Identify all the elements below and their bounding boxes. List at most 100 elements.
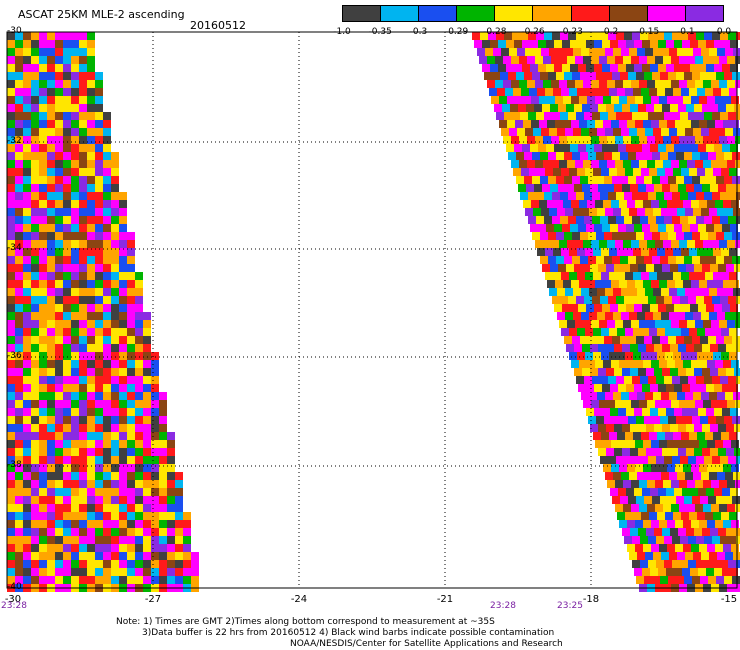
swath-cell [586, 40, 594, 48]
swath-cell [715, 120, 723, 128]
swath-cell [95, 488, 103, 496]
swath-cell [582, 264, 590, 272]
swath-cell [705, 512, 713, 520]
swath-cell [619, 464, 627, 472]
swath-cell [509, 128, 517, 136]
swath-cell [617, 352, 625, 360]
swath-cell [47, 472, 55, 480]
swath-cell [667, 544, 675, 552]
swath-cell [569, 168, 577, 176]
swath-cell [618, 224, 626, 232]
swath-cell [47, 552, 55, 560]
swath-cell [103, 360, 111, 368]
swath-cell [670, 184, 678, 192]
swath-cell [588, 416, 596, 424]
swath-cell [661, 128, 669, 136]
swath-cell [718, 344, 726, 352]
swath-cell [632, 216, 640, 224]
swath-cell [552, 32, 560, 40]
swath-cell [23, 224, 31, 232]
swath-cell [638, 424, 646, 432]
swath-cell [705, 432, 713, 440]
swath-cell [47, 192, 55, 200]
swath-cell [87, 224, 95, 232]
swath-cell [655, 320, 663, 328]
swath-cell [127, 312, 135, 320]
swath-cell [39, 352, 47, 360]
swath-cell [635, 544, 643, 552]
swath-cell [582, 368, 590, 376]
swath-cell [583, 400, 591, 408]
swath-cell [39, 312, 47, 320]
swath-cell [135, 536, 143, 544]
swath-cell [722, 488, 730, 496]
swath-cell [480, 32, 488, 40]
swath-cell [135, 440, 143, 448]
swath-cell [560, 296, 568, 304]
swath-cell [606, 104, 614, 112]
swath-cell [706, 408, 714, 416]
swath-cell [55, 48, 63, 56]
swath-cell [151, 568, 159, 576]
swath-cell [15, 152, 23, 160]
swath-cell [87, 48, 95, 56]
swath-cell [688, 376, 696, 384]
swath-cell [722, 40, 730, 48]
swath-cell [55, 336, 63, 344]
swath-cell [698, 384, 706, 392]
swath-cell [39, 72, 47, 80]
swath-cell [627, 280, 635, 288]
swath-cell [119, 224, 127, 232]
swath-cell [672, 536, 680, 544]
swath-cell [7, 120, 15, 128]
swath-cell [517, 128, 525, 136]
swath-cell [135, 304, 143, 312]
swath-cell [719, 80, 727, 88]
swath-cell [47, 344, 55, 352]
swath-cell [103, 272, 111, 280]
swath-cell [15, 296, 23, 304]
swath-cell [579, 360, 587, 368]
swath-cell [669, 128, 677, 136]
swath-cell [612, 336, 620, 344]
swath-cell [648, 376, 656, 384]
swath-cell [583, 136, 591, 144]
swath-cell [624, 32, 632, 40]
swath-cell [527, 56, 535, 64]
swath-cell [695, 80, 703, 88]
swath-cell [103, 472, 111, 480]
swath-cell [695, 136, 703, 144]
swath-cell [683, 200, 691, 208]
swath-cell [15, 360, 23, 368]
swath-cell [531, 120, 539, 128]
swath-cell [143, 552, 151, 560]
swath-cell [719, 240, 727, 248]
swath-cell [517, 48, 525, 56]
swath-cell [704, 112, 712, 120]
swath-cell [614, 344, 622, 352]
swath-cell [79, 272, 87, 280]
swath-cell [653, 392, 661, 400]
swath-cell [103, 448, 111, 456]
swath-cell [617, 248, 625, 256]
swath-cell [685, 128, 693, 136]
swath-cell [713, 272, 721, 280]
swath-cell [631, 240, 639, 248]
swath-cell [103, 232, 111, 240]
swath-cell [135, 472, 143, 480]
swath-cell [119, 568, 127, 576]
swath-cell [674, 40, 682, 48]
swath-cell [103, 176, 111, 184]
swath-cell [717, 312, 725, 320]
swath-cell [503, 136, 511, 144]
swath-cell [135, 560, 143, 568]
swath-cell [603, 200, 611, 208]
swath-cell [669, 392, 677, 400]
swath-cell [55, 216, 63, 224]
swath-cell [87, 176, 95, 184]
swath-cell [713, 432, 721, 440]
swath-cell [635, 96, 643, 104]
swath-cell [63, 240, 71, 248]
swath-cell [528, 216, 536, 224]
swath-cell [514, 40, 522, 48]
